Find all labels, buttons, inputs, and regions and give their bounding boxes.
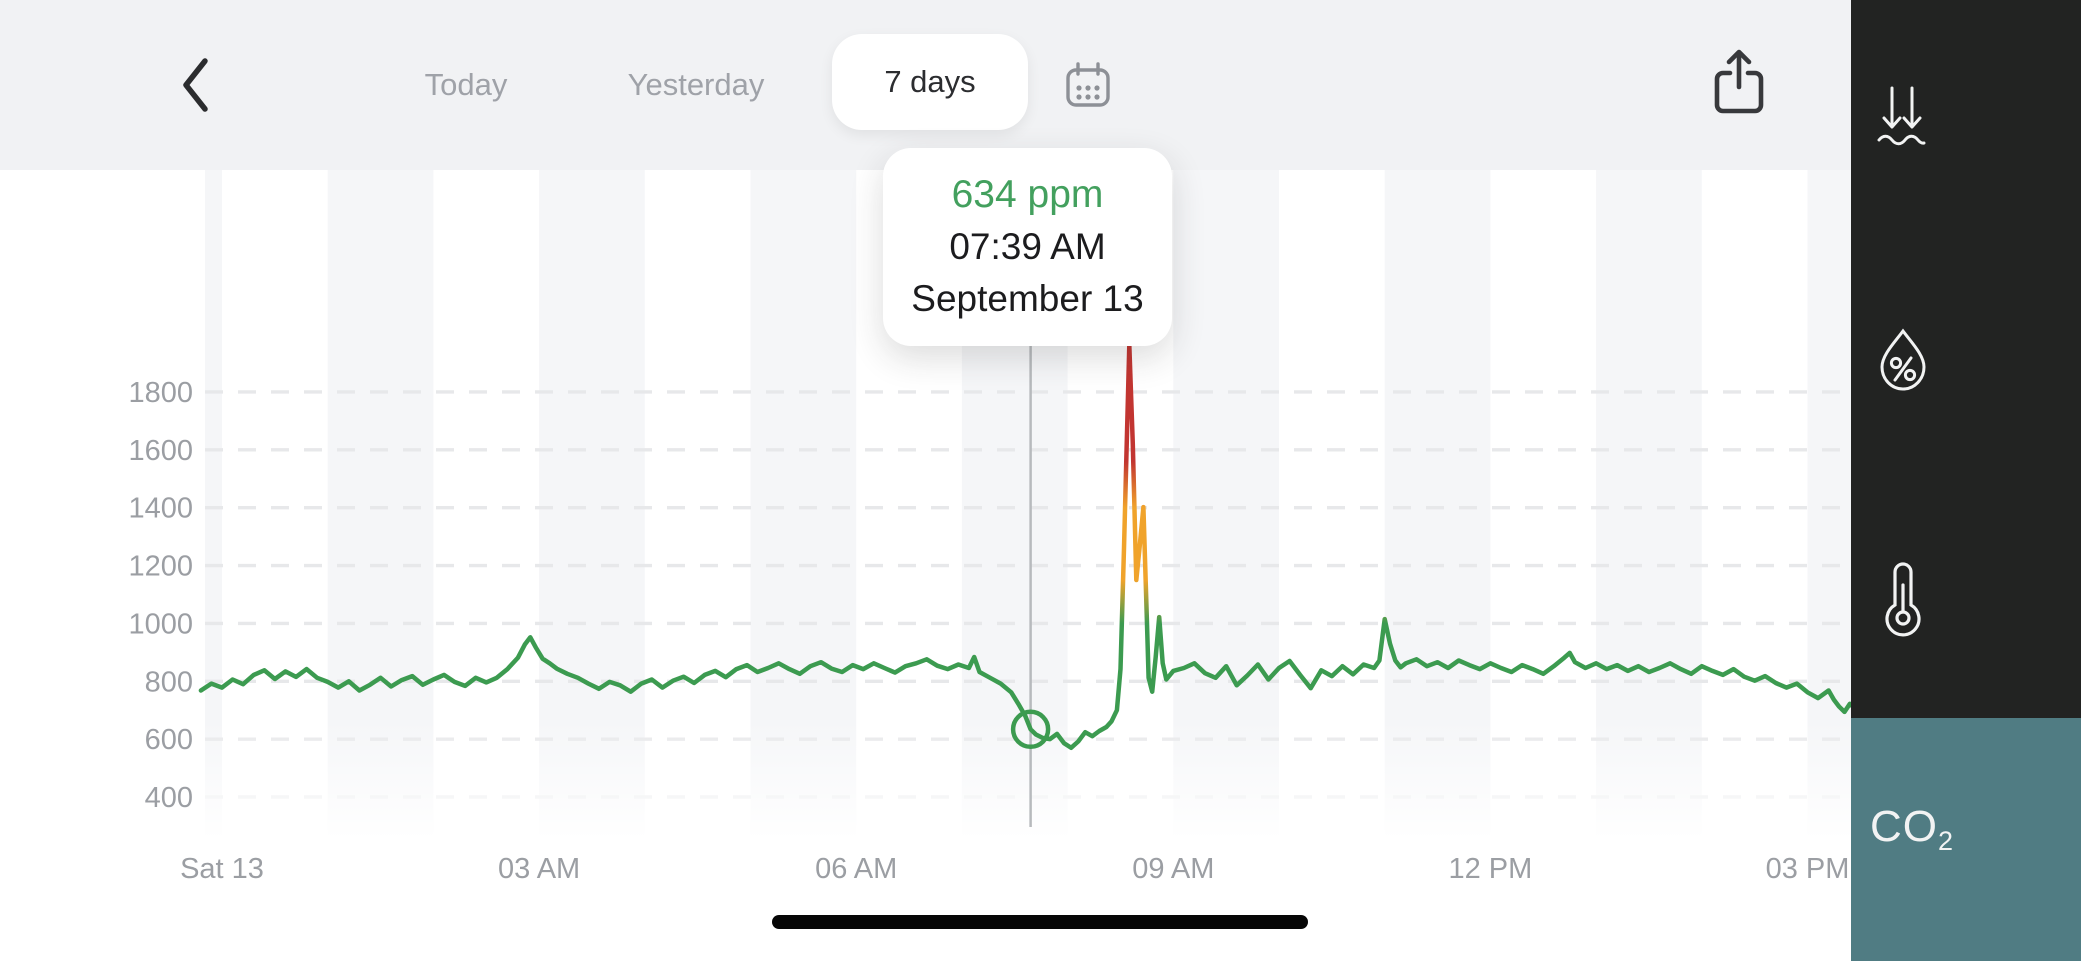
y-axis-label: 400 [145, 782, 193, 814]
tooltip-date: September 13 [911, 278, 1144, 319]
pressure-icon [1877, 86, 1926, 146]
co2-label: CO2 [1870, 802, 1955, 856]
temperature-icon [1885, 562, 1921, 637]
back-chevron-icon [183, 58, 208, 112]
x-axis-label: 06 AM [815, 853, 897, 885]
y-axis-label: 1000 [128, 608, 193, 640]
tab-today[interactable]: Today [419, 60, 514, 110]
tab-7days[interactable]: 7 days [832, 34, 1028, 130]
top-bar: Today Yesterday 7 days [0, 0, 1851, 170]
share-button[interactable] [1700, 36, 1778, 128]
tab-yesterday[interactable]: Yesterday [622, 60, 771, 110]
home-indicator[interactable] [772, 915, 1308, 929]
x-axis-label: 03 PM [1766, 853, 1850, 885]
y-axis-label: 1800 [128, 377, 193, 409]
y-axis-label: 600 [145, 724, 193, 756]
co2-chart[interactable]: 400 600 800 1000 1200 1400 1600 1800 Sat 13 03 AM… [0, 0, 1851, 961]
tooltip-value: 634 ppm [951, 173, 1104, 216]
x-axis-label: Sat 13 [180, 853, 264, 885]
selected-point-marker[interactable] [1010, 709, 1051, 750]
x-axis-label: 09 AM [1132, 853, 1214, 885]
y-axis-label: 1600 [128, 435, 193, 467]
hour-band [205, 170, 222, 840]
y-axis-label: 1400 [128, 493, 193, 525]
chart-tooltip: 634 ppm 07:39 AM September 13 [883, 148, 1172, 346]
sidebar-item-humidity[interactable] [1851, 305, 2081, 425]
sidebar-item-pressure[interactable] [1851, 60, 2081, 190]
tooltip-time: 07:39 AM [949, 226, 1106, 267]
calendar-icon [1066, 62, 1110, 107]
sidebar-item-co2[interactable]: CO2 [1851, 718, 2081, 961]
x-axis-label: 12 PM [1448, 853, 1532, 885]
share-icon [1714, 49, 1764, 114]
sensor-sidebar: CO2 [1851, 0, 2081, 961]
co2-series-line [198, 342, 1851, 751]
y-axis-label: 800 [145, 666, 193, 698]
x-axis-label: 03 AM [498, 853, 580, 885]
calendar-button[interactable] [1058, 55, 1118, 115]
back-button[interactable] [160, 45, 230, 125]
sidebar-item-temperature[interactable] [1851, 540, 2081, 670]
humidity-icon [1880, 328, 1926, 391]
y-axis-label: 1200 [128, 551, 193, 583]
